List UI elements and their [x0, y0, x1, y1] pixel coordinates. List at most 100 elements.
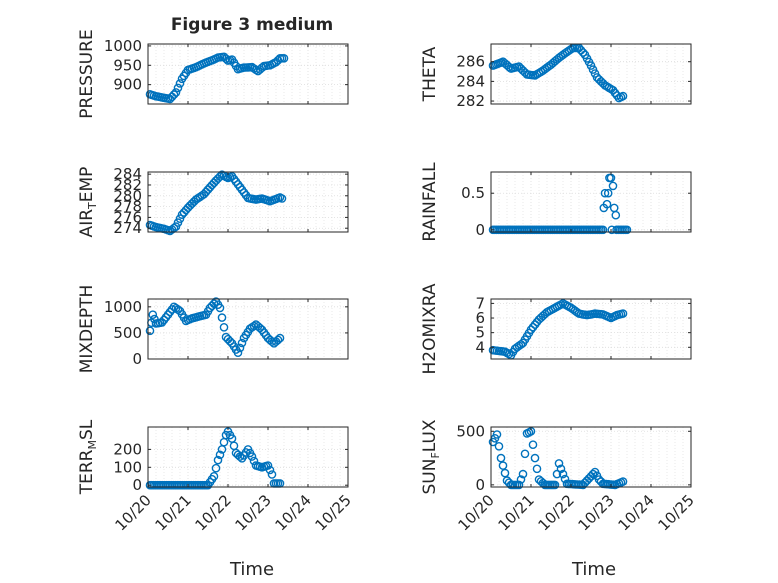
data-point — [607, 225, 617, 235]
y-tick-label: 6 — [475, 309, 485, 327]
data-point — [209, 471, 219, 481]
data-point — [608, 181, 618, 191]
y-tick-label: 280 — [113, 187, 142, 205]
data-point — [558, 469, 568, 479]
data-point — [225, 336, 235, 346]
subplot-mixdepth: 0 500 1000 MIXDEPTH — [77, 285, 349, 374]
data-point — [263, 461, 273, 470]
data-point — [618, 309, 628, 318]
data-point — [233, 348, 243, 358]
data-point — [518, 469, 528, 479]
y-tick-label: 0 — [475, 476, 485, 494]
data-point — [500, 468, 510, 478]
data-point — [148, 310, 158, 320]
x-tick-label: 10/24 — [615, 491, 658, 534]
x-tick-label: 10/23 — [232, 491, 275, 534]
y-axis-label: THETA — [420, 46, 440, 102]
data-point — [492, 430, 502, 439]
data-point — [600, 188, 610, 198]
y-axis-label: PRESSURE — [77, 29, 97, 118]
data-point — [618, 91, 628, 101]
data-point — [209, 299, 219, 309]
data-point — [598, 225, 608, 235]
data-point — [213, 455, 223, 465]
data-point — [237, 338, 247, 348]
data-point — [532, 464, 542, 474]
data-point — [171, 222, 181, 231]
data-point — [494, 441, 504, 451]
y-axis-label: H2OMIXRA — [420, 283, 440, 374]
data-point — [211, 463, 221, 473]
data-point — [496, 453, 506, 463]
y-tick-label: 100 — [113, 458, 142, 476]
axes-box — [147, 298, 349, 360]
y-tick-label: 282 — [456, 92, 485, 110]
y-axis-label: SUNFLUX — [420, 419, 442, 494]
axes-box — [490, 426, 692, 488]
data-point — [603, 188, 613, 198]
axes-box — [147, 426, 349, 488]
axes-box — [490, 171, 692, 233]
data-point — [552, 469, 562, 479]
x-tick-label: 10/20 — [455, 491, 498, 534]
data-point — [145, 326, 155, 336]
x-tick-label: 10/20 — [112, 491, 155, 534]
data-point — [622, 225, 632, 235]
x-tick-label: 10/22 — [192, 491, 235, 534]
data-point — [219, 437, 229, 447]
y-tick-label: 1000 — [104, 298, 142, 316]
data-point — [504, 62, 514, 72]
data-point — [609, 203, 619, 213]
x-tick-label: 10/23 — [575, 491, 618, 534]
x-tick-label: 10/25 — [655, 491, 698, 534]
data-point — [528, 440, 538, 450]
data-point — [235, 343, 245, 353]
y-tick-label: 278 — [113, 198, 142, 216]
data-point — [215, 450, 225, 460]
data-point — [279, 54, 289, 63]
data-point — [221, 54, 231, 64]
x-axis-label-left: Time — [229, 559, 274, 580]
y-tick-label: 4 — [475, 338, 485, 356]
y-tick-label: 1000 — [104, 37, 142, 55]
data-point — [602, 199, 612, 209]
figure-title: Figure 3 medium — [171, 15, 333, 35]
data-point — [219, 322, 229, 332]
data-point — [217, 313, 227, 322]
data-point — [578, 48, 588, 57]
y-tick-label: 0 — [132, 350, 142, 368]
data-point — [175, 79, 185, 88]
data-point — [588, 469, 598, 479]
y-axis-label: RAINFALL — [420, 162, 440, 242]
data-point — [556, 464, 566, 474]
y-tick-label: 0 — [132, 476, 142, 494]
x-axis-label-right: Time — [571, 559, 616, 580]
y-tick-label: 0.5 — [461, 184, 485, 202]
data-point — [247, 452, 257, 461]
data-point — [516, 475, 526, 484]
y-tick-label: 200 — [113, 440, 142, 458]
y-tick-label: 5 — [475, 324, 485, 342]
data-point — [169, 90, 179, 99]
data-point — [277, 194, 287, 203]
y-axis-label: MIXDEPTH — [77, 285, 97, 374]
data-point — [586, 61, 596, 70]
y-tick-label: 274 — [113, 219, 142, 237]
data-point — [215, 303, 225, 313]
data-point — [618, 477, 628, 486]
y-tick-label: 7 — [475, 294, 485, 312]
data-point — [611, 210, 621, 220]
y-tick-label: 0 — [475, 221, 485, 239]
data-point — [173, 83, 183, 93]
y-tick-label: 284 — [456, 72, 485, 90]
data-point — [171, 88, 181, 97]
data-point — [175, 214, 185, 223]
data-point — [520, 449, 530, 459]
